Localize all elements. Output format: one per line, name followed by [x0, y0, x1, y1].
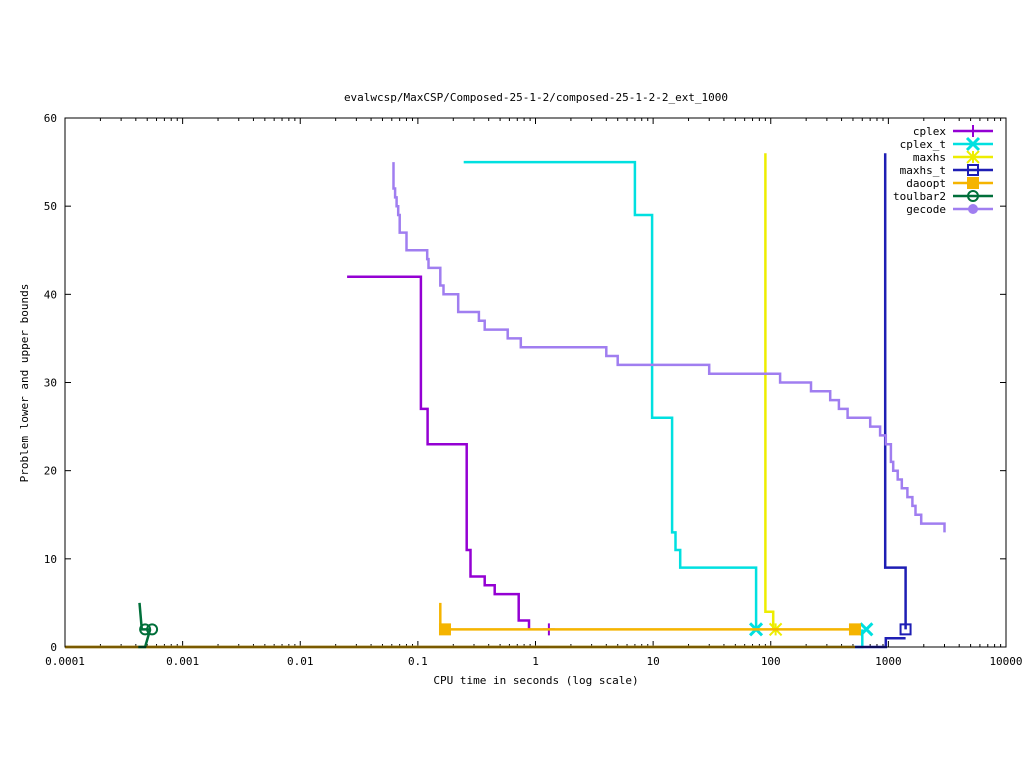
series-toulbar2-point [139, 623, 152, 636]
legend-marker-maxhs-t [967, 164, 979, 176]
y-tick-labels: 0 10 20 30 40 50 60 [44, 112, 57, 654]
y-tick-label: 60 [44, 112, 57, 125]
series-daoopt-point [438, 623, 451, 636]
y-tick-label: 30 [44, 377, 57, 390]
series-toulbar2 [138, 602, 159, 649]
series-maxhs-t-point [899, 623, 912, 636]
series-maxhs-t-lower-line [65, 636, 906, 649]
y-tick-label: 20 [44, 465, 57, 478]
x-axis-label: CPU time in seconds (log scale) [433, 674, 638, 687]
plot-frame [64, 117, 1007, 648]
x-tick-label: 10 [647, 655, 660, 668]
series-daoopt-point [848, 623, 861, 636]
x-tick-label: 100 [761, 655, 781, 668]
series-layer [65, 153, 946, 649]
x-tick-label: 1000 [875, 655, 902, 668]
legend-label-gecode: gecode [906, 203, 946, 216]
x-tick-label: 0.1 [408, 655, 428, 668]
chart-title: evalwcsp/MaxCSP/Composed-25-1-2/composed… [344, 91, 728, 104]
legend-label-maxhs-t: maxhs_t [900, 164, 946, 177]
series-maxhs-t-upper-line [883, 153, 907, 630]
legend-label-daoopt: daoopt [906, 177, 946, 190]
legend-label-toulbar2: toulbar2 [893, 190, 946, 203]
legend-marker-toulbar2 [967, 190, 979, 202]
series-daoopt-upper-line [439, 602, 855, 631]
legend-marker-daoopt [967, 177, 979, 189]
series-cplex-upper-line [347, 275, 531, 630]
series-toulbar2-point [146, 623, 159, 636]
series-gecode-upper-line [392, 162, 946, 533]
series-cplex-t [65, 160, 874, 649]
y-tick-label: 40 [44, 288, 57, 301]
legend-marker-cplex [967, 125, 979, 137]
legend-marker-gecode [968, 204, 978, 214]
x-tick-label: 0.0001 [45, 655, 85, 668]
x-tick-labels: 0.0001 0.001 0.01 0.1 1 10 100 1000 10000 [45, 655, 1022, 668]
y-axis-label: Problem lower and upper bounds [18, 284, 31, 483]
x-tick-label: 0.001 [166, 655, 199, 668]
series-cplex-t-lower-line [65, 629, 864, 649]
x-tick-label: 0.01 [287, 655, 314, 668]
x-tick-label: 1 [532, 655, 539, 668]
legend-marker-maxhs [966, 150, 980, 164]
legend-label-cplex-t: cplex_t [900, 138, 946, 151]
legend-marker-cplex-t [965, 136, 981, 152]
series-maxhs [65, 153, 783, 649]
series-cplex-t-upper-line [463, 160, 758, 630]
series-maxhs-t [65, 153, 912, 649]
series-cplex-t-point [859, 622, 874, 637]
y-tick-label: 10 [44, 553, 57, 566]
series-maxhs-upper-line [764, 153, 775, 630]
y-tick-label: 0 [50, 641, 57, 654]
series-daoopt [65, 602, 861, 649]
legend-label-maxhs: maxhs [913, 151, 946, 164]
series-gecode [392, 162, 946, 533]
x-tick-label: 10000 [989, 655, 1022, 668]
series-cplex [65, 275, 555, 649]
axis-ticks [64, 117, 1007, 648]
y-tick-label: 50 [44, 200, 57, 213]
legend: cplexcplex_tmaxhsmaxhs_tdaoopttoulbar2ge… [893, 125, 993, 216]
legend-label-cplex: cplex [913, 125, 946, 138]
